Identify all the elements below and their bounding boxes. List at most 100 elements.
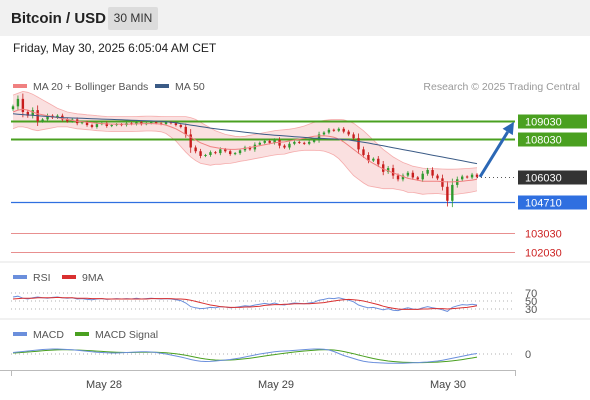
candle-body-down [367, 154, 370, 161]
candle-body-up [288, 143, 291, 148]
candle-body-down [21, 98, 25, 112]
candle-body-up [401, 175, 405, 180]
candle-body-up [337, 128, 340, 131]
candle-body-up [204, 154, 207, 156]
candle-body-down [475, 174, 479, 177]
candle-body-down [362, 149, 365, 155]
candle-body-down [342, 128, 345, 132]
candle-body-down [347, 131, 350, 135]
candle-body-up [406, 172, 410, 176]
candle-body-down [377, 158, 380, 165]
candle-body-down [184, 126, 187, 135]
candle-body-down [303, 142, 306, 144]
resistance-label-box [518, 114, 587, 129]
candle-body-up [31, 110, 34, 116]
legend-swatch-ma50 [155, 84, 169, 88]
candle-body-up [95, 124, 99, 127]
legend-label-macd: MACD [33, 329, 64, 341]
candle-body-down [194, 147, 197, 152]
chart-datetime: Friday, May 30, 2025 6:05:04 AM CET [13, 41, 217, 55]
resistance-label-box [518, 132, 587, 147]
candle-body-up [56, 115, 59, 118]
candle-body-down [382, 164, 385, 172]
candle-body-down [411, 172, 415, 178]
resistance-label: 109030 [525, 117, 562, 129]
rsi-tick-label: 50 [525, 296, 537, 308]
bollinger-band-fill [13, 91, 477, 195]
support-label: 103030 [525, 229, 562, 241]
candle-body-up [110, 125, 113, 127]
support-label: 102030 [525, 248, 562, 260]
candle-body-down [179, 125, 183, 127]
target-arrow-head [502, 121, 514, 136]
candle-body-up [263, 140, 266, 143]
candle-body-down [228, 151, 232, 155]
macd-signal-line [12, 349, 478, 364]
candle-body-up [258, 142, 262, 145]
candle-body-down [465, 176, 469, 178]
candle-body-down [189, 134, 192, 148]
target-arrow-shaft [478, 131, 509, 178]
candle-body-up [312, 140, 316, 142]
candle-body-up [233, 153, 237, 155]
candle-body-up [386, 168, 390, 172]
instrument-title: Bitcoin / USD [11, 10, 107, 27]
candle-body-up [273, 140, 276, 143]
candle-body-down [283, 145, 286, 148]
candle-body-down [66, 119, 69, 122]
candle-body-up [46, 115, 49, 120]
x-tick-label: May 28 [86, 379, 122, 391]
ma50-line [12, 113, 478, 165]
legend-label-rsi: RSI [33, 272, 51, 284]
legend-swatch-macd-signal [75, 332, 89, 336]
candle-body-down [248, 147, 252, 150]
candle-body-up [219, 149, 222, 154]
last-price-label-box [518, 170, 587, 185]
header-bar: Bitcoin / USD 30 MIN [0, 0, 590, 36]
candle-body-up [135, 122, 138, 125]
candle-body-up [307, 141, 311, 144]
candle-body-up [11, 106, 15, 110]
candle-body-down [174, 123, 178, 126]
candle-body-down [446, 186, 449, 201]
candle-body-up [456, 179, 459, 185]
candle-body-down [391, 168, 395, 176]
candle-body-up [327, 129, 331, 133]
candle-body-up [150, 122, 153, 124]
candle-body-up [317, 134, 321, 141]
candle-body-down [154, 122, 158, 124]
candle-body-down [357, 138, 360, 150]
resistance-label: 108030 [525, 135, 562, 147]
legend-swatch-macd [13, 332, 27, 336]
candle-body-down [140, 122, 143, 125]
last-price-label: 106030 [525, 173, 562, 185]
candle-body-up [238, 150, 242, 154]
candle-body-down [199, 151, 202, 156]
rsi-tick-label: 70 [525, 288, 537, 300]
candle-body-up [372, 158, 375, 161]
candle-body-up [209, 152, 212, 155]
candle-body-up [16, 98, 20, 107]
pivot-label: 104710 [525, 198, 562, 210]
rsi-line [12, 295, 478, 312]
candle-body-up [426, 169, 429, 174]
legend-label-macd-signal: MACD Signal [95, 329, 158, 341]
legend-label-rsi-ma: 9MA [82, 272, 104, 284]
candle-body-down [332, 129, 336, 131]
candle-body-down [436, 175, 439, 179]
candle-body-down [416, 177, 419, 180]
candle-body-down [431, 169, 434, 176]
copyright-note: Research © 2025 Trading Central [423, 81, 580, 93]
candle-body-down [85, 122, 89, 126]
legend-swatch-bollinger [13, 84, 27, 88]
candle-body-down [120, 124, 123, 126]
x-tick-label: May 30 [430, 379, 466, 391]
macd-tick-label: 0 [525, 349, 531, 361]
candle-body-up [451, 184, 454, 201]
timeframe-badge[interactable]: 30 MIN [108, 7, 158, 30]
candle-body-up [421, 173, 424, 180]
pivot-label-box [518, 195, 587, 210]
candle-body-down [26, 111, 30, 116]
legend-swatch-rsi-ma [62, 275, 76, 279]
